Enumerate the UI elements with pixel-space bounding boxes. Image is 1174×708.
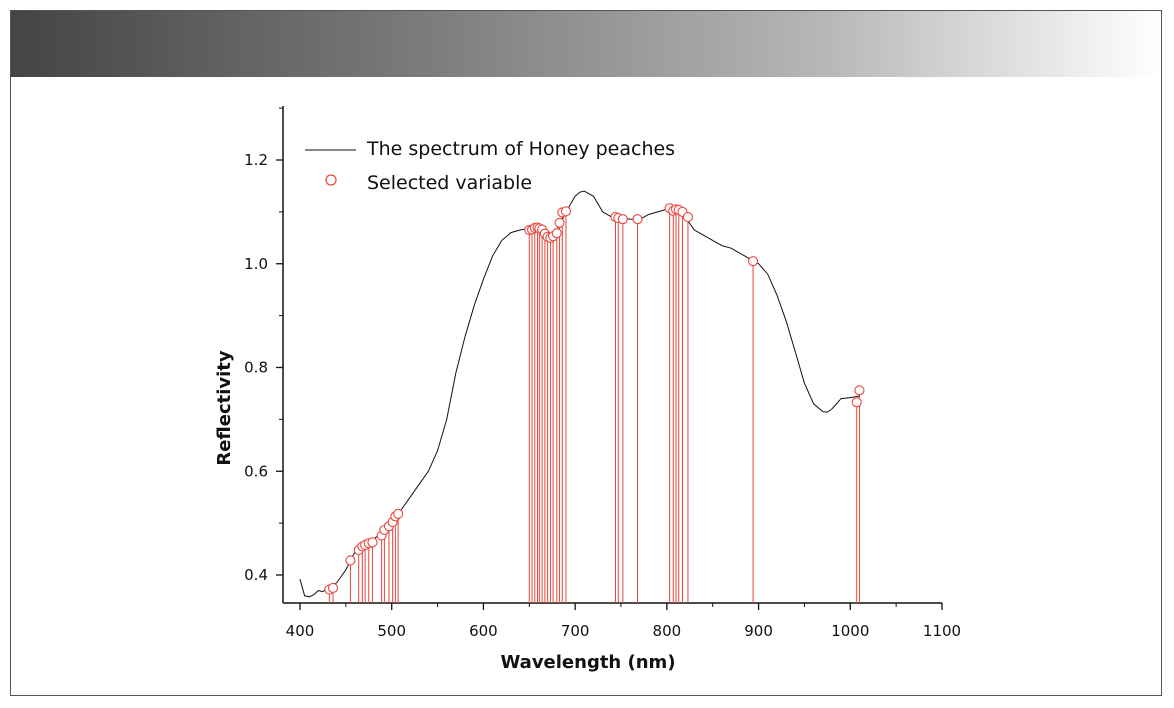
selected-variable-point — [327, 582, 339, 594]
selected-variable-stems — [328, 208, 860, 603]
y-axis-title: Reflectivity — [214, 350, 235, 466]
selected-variable-point — [682, 212, 694, 223]
selected-variable-point — [617, 214, 628, 225]
x-tick-label: 900 — [744, 622, 773, 640]
selected-variable-point — [345, 555, 356, 566]
selected-variable-point — [554, 217, 565, 228]
x-ticks: 400 500 600 700 800 900 1000 1100 — [286, 603, 961, 640]
y-ticks: 0.4 0.6 0.8 1.0 1.2 — [244, 107, 283, 584]
legend: The spectrum of Honey peaches Selected v… — [305, 138, 675, 194]
selected-variable-point — [393, 508, 404, 519]
selected-variable-point — [748, 256, 759, 267]
legend-label-spectrum: The spectrum of Honey peaches — [366, 138, 675, 160]
selected-variable-point — [851, 397, 862, 408]
legend-label-selected: Selected variable — [367, 172, 532, 194]
y-tick-label: 1.0 — [244, 255, 268, 273]
selected-variable-point — [551, 228, 562, 239]
x-tick-label: 800 — [653, 622, 682, 640]
x-axis-title: Wavelength (nm) — [500, 652, 675, 673]
x-tick-label: 1100 — [923, 622, 961, 640]
header-gradient-bar — [11, 11, 1161, 77]
selected-variable-point — [560, 206, 572, 217]
x-tick-label: 400 — [286, 622, 315, 640]
selected-variable-point — [854, 385, 865, 396]
x-tick-label: 1000 — [831, 622, 869, 640]
selected-variable-point — [632, 214, 643, 225]
selected-variable-markers — [324, 203, 865, 595]
y-tick-label: 0.6 — [244, 462, 268, 480]
y-tick-label: 0.4 — [244, 566, 268, 584]
x-tick-label: 500 — [377, 622, 406, 640]
x-tick-label: 600 — [469, 622, 498, 640]
figure-frame — [10, 10, 1162, 696]
legend-marker-swatch — [325, 174, 337, 186]
selected-variable-point — [367, 537, 378, 548]
y-tick-label: 1.2 — [244, 151, 268, 169]
x-tick-label: 700 — [561, 622, 590, 640]
y-tick-label: 0.8 — [244, 359, 268, 377]
